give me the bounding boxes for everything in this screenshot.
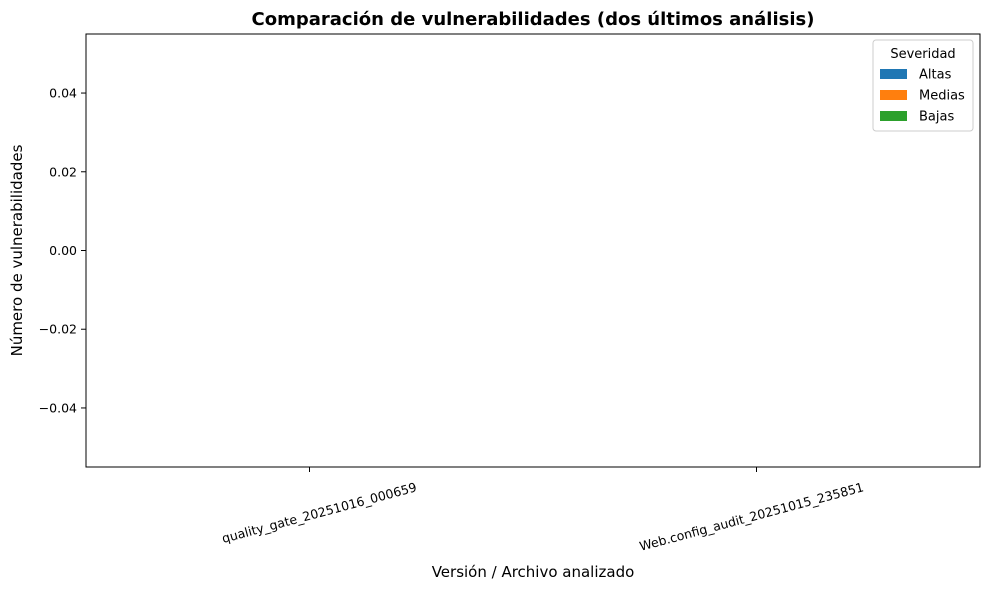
legend-swatch-altas (880, 69, 907, 79)
legend-title: Severidad (890, 47, 955, 62)
legend: Severidad Altas Medias Bajas (872, 39, 974, 132)
chart-title: Comparación de vulnerabilidades (dos últ… (252, 9, 815, 30)
legend-swatch-bajas (880, 111, 907, 121)
legend-entries: Altas Medias Bajas (880, 68, 965, 125)
x-tick-label: quality_gate_20251016_000659 (220, 479, 418, 546)
y-axis-ticks: −0.04 −0.02 0.00 0.02 0.04 (39, 86, 86, 415)
x-tick-label: Web.config_audit_20251015_235851 (638, 479, 865, 553)
y-tick-label: 0.04 (49, 86, 77, 101)
y-axis-label: Número de vulnerabilidades (8, 144, 26, 356)
legend-label-bajas: Bajas (919, 110, 954, 125)
y-tick-label: −0.02 (39, 322, 77, 337)
legend-label-medias: Medias (919, 89, 965, 104)
x-axis-label: Versión / Archivo analizado (432, 563, 635, 581)
plot-area (85, 33, 981, 468)
legend-box (872, 39, 974, 132)
y-tick-label: 0.02 (49, 164, 77, 179)
legend-swatch-medias (880, 90, 907, 100)
x-axis-ticks: quality_gate_20251016_000659 Web.config_a… (220, 467, 865, 554)
y-tick-label: −0.04 (39, 400, 77, 415)
legend-label-altas: Altas (919, 68, 952, 83)
y-tick-label: 0.00 (49, 243, 77, 258)
